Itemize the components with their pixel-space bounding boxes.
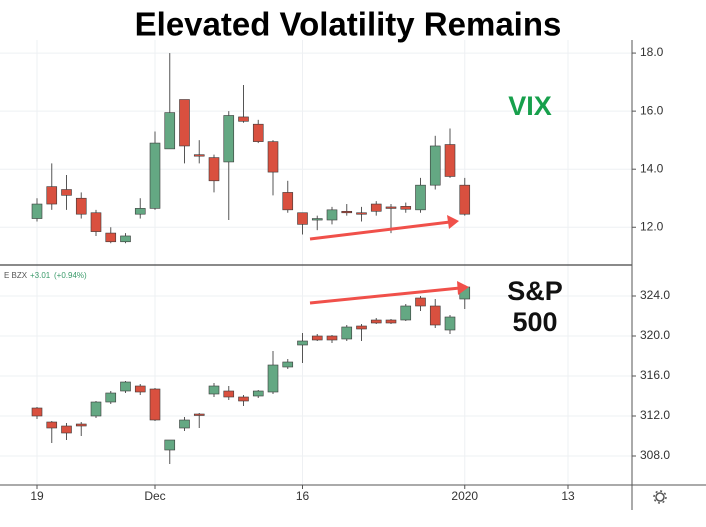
chart-title: Elevated Volatility Remains: [135, 6, 562, 43]
y-tick-label: 308.0: [640, 448, 670, 462]
y-tick-label: 18.0: [640, 45, 664, 59]
y-tick-label: 320.0: [640, 328, 670, 342]
candle-body: [429, 145, 441, 186]
candle-body: [193, 413, 205, 416]
candle-body: [149, 388, 161, 421]
candle-body: [415, 297, 426, 307]
candle-body: [179, 419, 190, 429]
candle-body: [326, 335, 338, 341]
series-label: VIX: [508, 91, 552, 121]
candle-body: [252, 390, 264, 397]
candle-body: [400, 305, 412, 321]
arrow-head: [447, 215, 459, 229]
candle-body: [120, 235, 131, 243]
candle-body: [223, 390, 235, 398]
candle-body: [252, 123, 264, 142]
candle-body: [223, 115, 235, 163]
candle-body: [400, 206, 412, 210]
candle-body: [149, 142, 161, 209]
y-tick-label: 324.0: [640, 288, 670, 302]
legend: E BZX: [4, 271, 28, 280]
candle-body: [326, 209, 338, 221]
trend-arrow: [309, 286, 461, 305]
x-tick-label: 19: [30, 489, 44, 503]
candle-body: [61, 425, 72, 434]
x-tick-label: 16: [296, 489, 310, 503]
candle-body: [75, 197, 87, 215]
change-pct: (+0.94%): [54, 271, 87, 280]
x-tick-label: Dec: [144, 489, 165, 503]
change: +3.01: [30, 271, 51, 280]
candle-body: [297, 340, 308, 346]
y-tick-label: 14.0: [640, 161, 664, 175]
candle-body: [341, 210, 353, 214]
candle-body: [341, 326, 353, 340]
candle-body: [105, 392, 117, 403]
candle-body: [459, 184, 471, 215]
candle-body: [164, 439, 176, 451]
candle-body: [75, 423, 87, 427]
candle-body: [356, 212, 367, 215]
series-label: S&P: [507, 276, 563, 306]
candle-body: [311, 335, 323, 341]
candle-body: [208, 157, 220, 182]
candle-body: [31, 203, 43, 219]
x-tick-label: 13: [561, 489, 575, 503]
candle-body: [46, 186, 58, 205]
candle-body: [193, 154, 205, 157]
x-tick-label: 2020: [451, 489, 478, 503]
candle-body: [444, 316, 456, 331]
candle-body: [238, 396, 249, 402]
candle-body: [415, 184, 426, 211]
candles: [31, 53, 471, 464]
trend-arrow: [309, 220, 451, 241]
candle-body: [90, 212, 102, 232]
candle-body: [385, 319, 397, 324]
series-label: 500: [512, 307, 557, 337]
arrow-head: [457, 281, 469, 295]
candle-body: [105, 232, 117, 243]
candle-body: [385, 206, 397, 209]
candle-body: [46, 421, 58, 429]
candle-body: [90, 401, 102, 417]
y-tick-label: 12.0: [640, 219, 664, 233]
candle-body: [31, 407, 43, 417]
candle-body: [267, 364, 279, 393]
candle-body: [356, 325, 367, 330]
candle-body: [370, 203, 382, 212]
candle-body: [282, 361, 294, 368]
candle-body: [444, 144, 456, 177]
candle-body: [164, 112, 176, 150]
candle-body: [282, 192, 294, 211]
settings-icon[interactable]: [653, 490, 667, 504]
candle-body: [238, 116, 249, 122]
candle-body: [311, 218, 323, 221]
candle-body: [208, 385, 220, 395]
candle-body: [179, 99, 190, 147]
candle-body: [267, 141, 279, 173]
candle-body: [297, 212, 308, 225]
candle-body: [429, 305, 441, 326]
candle-body: [61, 189, 72, 196]
candle-body: [134, 208, 146, 215]
candle-body: [120, 381, 131, 392]
y-tick-label: 16.0: [640, 103, 664, 117]
candle-body: [370, 319, 382, 324]
y-tick-label: 316.0: [640, 368, 670, 382]
candle-body: [134, 385, 146, 393]
y-tick-label: 312.0: [640, 408, 670, 422]
